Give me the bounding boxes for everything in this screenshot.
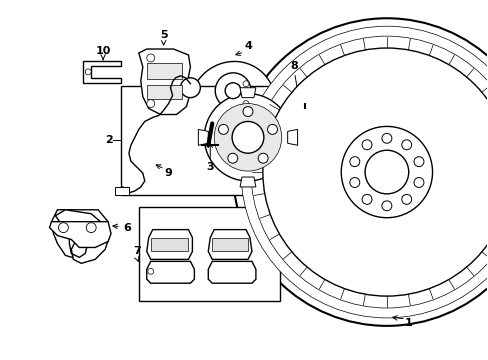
Circle shape: [401, 140, 411, 150]
Circle shape: [401, 194, 411, 204]
Polygon shape: [240, 177, 255, 187]
Circle shape: [381, 133, 391, 143]
Polygon shape: [49, 222, 111, 247]
Text: 10: 10: [95, 46, 111, 56]
Circle shape: [215, 73, 250, 109]
Polygon shape: [190, 62, 275, 145]
Polygon shape: [150, 238, 188, 251]
Polygon shape: [139, 49, 190, 114]
Text: 7: 7: [133, 247, 141, 256]
Circle shape: [243, 100, 248, 107]
Polygon shape: [198, 129, 208, 145]
Circle shape: [263, 48, 488, 296]
Circle shape: [85, 69, 91, 75]
Circle shape: [347, 150, 357, 160]
Circle shape: [218, 125, 228, 134]
Circle shape: [241, 26, 488, 318]
Circle shape: [243, 107, 252, 117]
Text: 5: 5: [160, 30, 167, 40]
Circle shape: [233, 18, 488, 326]
Circle shape: [365, 150, 408, 194]
Text: 6: 6: [122, 222, 131, 233]
Circle shape: [146, 54, 154, 62]
Polygon shape: [287, 129, 297, 145]
Circle shape: [413, 157, 423, 167]
Polygon shape: [212, 238, 247, 251]
Circle shape: [413, 177, 423, 188]
Bar: [115, 187, 129, 195]
Circle shape: [361, 194, 371, 204]
Circle shape: [232, 121, 264, 153]
Text: 9: 9: [164, 168, 172, 178]
Text: 4: 4: [244, 41, 251, 51]
Polygon shape: [83, 61, 121, 83]
Circle shape: [349, 157, 359, 167]
Circle shape: [267, 125, 277, 134]
Polygon shape: [146, 230, 192, 260]
Text: 3: 3: [206, 162, 214, 172]
Polygon shape: [208, 261, 255, 283]
Polygon shape: [208, 230, 251, 260]
Circle shape: [180, 78, 200, 98]
Polygon shape: [146, 261, 194, 283]
Circle shape: [361, 140, 371, 150]
Circle shape: [86, 223, 96, 233]
Polygon shape: [240, 88, 255, 98]
Circle shape: [146, 100, 154, 108]
Circle shape: [147, 268, 153, 274]
Circle shape: [227, 153, 237, 163]
Circle shape: [381, 201, 391, 211]
Text: 1: 1: [404, 318, 412, 328]
Circle shape: [258, 153, 267, 163]
Polygon shape: [146, 63, 182, 79]
Bar: [121, 86, 304, 195]
Bar: [139, 207, 279, 301]
Polygon shape: [55, 210, 109, 264]
Circle shape: [341, 126, 432, 218]
Circle shape: [243, 81, 248, 87]
Text: 2: 2: [105, 135, 113, 145]
Polygon shape: [51, 210, 108, 260]
Polygon shape: [146, 85, 182, 99]
Circle shape: [59, 223, 68, 233]
Circle shape: [204, 94, 291, 181]
Circle shape: [224, 83, 241, 99]
Text: 8: 8: [290, 61, 298, 71]
Circle shape: [349, 177, 359, 188]
Circle shape: [214, 104, 281, 171]
Circle shape: [250, 36, 488, 308]
